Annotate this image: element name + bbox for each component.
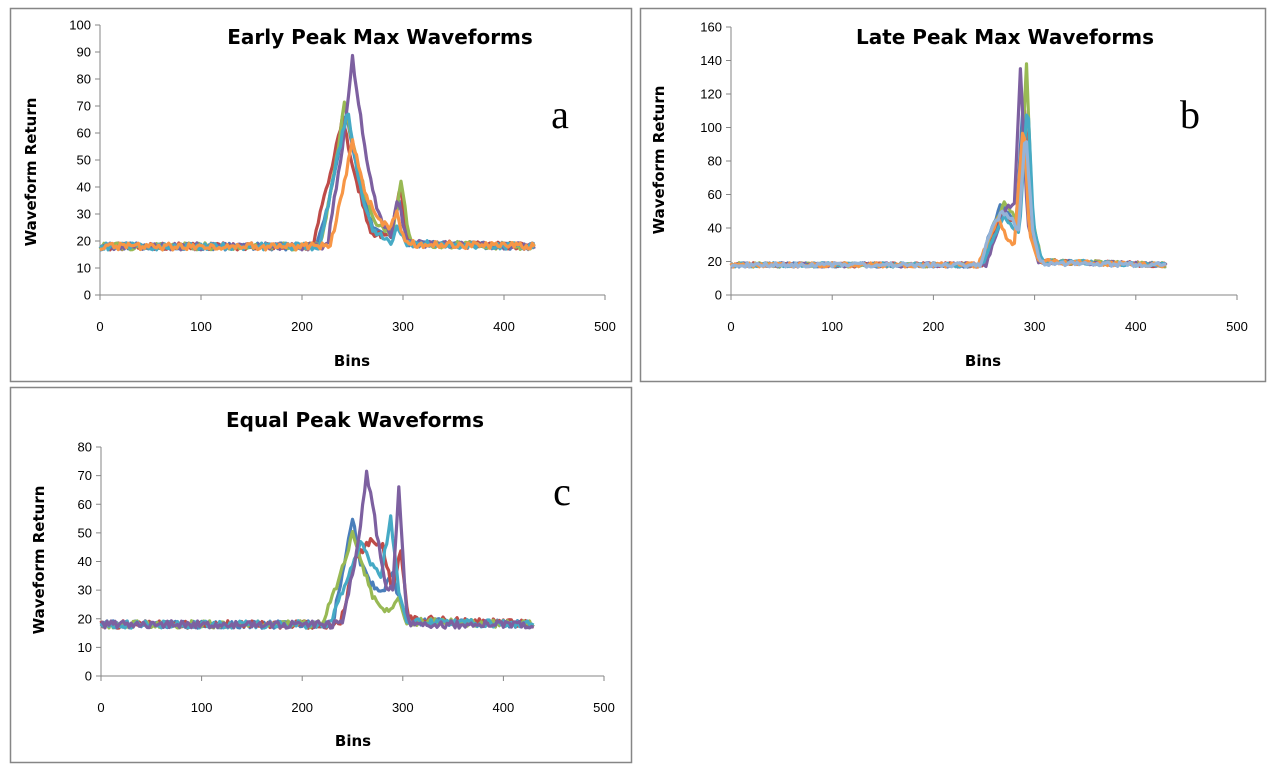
x-tick-label: 500 — [593, 700, 615, 715]
y-tick-label: 20 — [77, 234, 91, 249]
y-tick-label: 120 — [700, 87, 722, 102]
x-tick-label: 300 — [1024, 319, 1046, 334]
y-tick-label: 90 — [77, 45, 91, 60]
y-tick-label: 20 — [78, 611, 92, 626]
x-tick-label: 0 — [727, 319, 734, 334]
y-tick-label: 70 — [78, 468, 92, 483]
y-tick-label: 140 — [700, 53, 722, 68]
y-tick-label: 10 — [77, 261, 91, 276]
y-tick-label: 0 — [715, 288, 722, 303]
y-axis-title: Waveform Return — [30, 486, 48, 635]
series-line-purple — [100, 469, 535, 630]
x-tick-label: 100 — [190, 319, 212, 334]
y-tick-label: 30 — [77, 207, 91, 222]
x-tick-label: 300 — [392, 700, 414, 715]
chart-title: Late Peak Max Waveforms — [856, 25, 1154, 49]
chart-title: Equal Peak Waveforms — [226, 408, 484, 432]
y-tick-label: 100 — [69, 18, 91, 33]
x-tick-label: 100 — [821, 319, 843, 334]
chart-border — [9, 386, 633, 764]
y-tick-label: 30 — [78, 583, 92, 598]
y-tick-label: 100 — [700, 120, 722, 135]
y-tick-label: 70 — [77, 99, 91, 114]
y-tick-label: 60 — [708, 187, 722, 202]
y-axis-title: Waveform Return — [650, 86, 668, 235]
x-axis-title: Bins — [335, 732, 371, 750]
panel-label: b — [1180, 92, 1200, 137]
y-tick-label: 0 — [85, 669, 92, 684]
y-tick-label: 20 — [708, 254, 722, 269]
panel-label: c — [553, 469, 571, 514]
chart-panel-c: 0 10 20 30 40 50 60 70 80 0 100 200 300 400 500 Equal P… — [9, 386, 633, 764]
x-tick-label: 0 — [96, 319, 103, 334]
x-tick-label: 200 — [291, 700, 313, 715]
x-tick-label: 300 — [392, 319, 414, 334]
x-axis-title: Bins — [965, 352, 1001, 370]
x-tick-label: 0 — [97, 700, 104, 715]
y-axis-title: Waveform Return — [22, 98, 40, 247]
series-line-light-blue — [730, 140, 1167, 269]
y-tick-label: 40 — [77, 180, 91, 195]
chart-title: Early Peak Max Waveforms — [227, 25, 533, 49]
x-axis-title: Bins — [334, 352, 370, 370]
x-tick-label: 400 — [493, 700, 515, 715]
y-tick-label: 50 — [77, 153, 91, 168]
x-tick-label: 400 — [493, 319, 515, 334]
y-tick-label: 160 — [700, 20, 722, 35]
y-tick-label: 40 — [708, 221, 722, 236]
x-tick-label: 500 — [594, 319, 616, 334]
series-line-orange — [99, 138, 536, 252]
x-tick-label: 200 — [923, 319, 945, 334]
y-tick-label: 80 — [78, 440, 92, 455]
chart-border — [9, 7, 633, 383]
y-tick-label: 80 — [708, 154, 722, 169]
y-tick-label: 10 — [78, 640, 92, 655]
y-tick-label: 0 — [84, 288, 91, 303]
panel-label: a — [551, 92, 569, 137]
y-tick-label: 50 — [78, 525, 92, 540]
y-tick-label: 60 — [78, 497, 92, 512]
chart-panel-a: 0 10 20 30 40 50 60 70 80 90 100 0 100 200 300 400 500 Ea… — [9, 7, 633, 383]
x-tick-label: 500 — [1226, 319, 1248, 334]
chart-panel-b: 0 20 40 60 80 100 120 140 160 0 100 200 300 400 500 Lat… — [639, 7, 1267, 383]
y-tick-label: 60 — [77, 126, 91, 141]
x-tick-label: 200 — [291, 319, 313, 334]
y-tick-label: 80 — [77, 72, 91, 87]
x-tick-label: 100 — [191, 700, 213, 715]
chart-border — [639, 7, 1267, 383]
y-tick-label: 40 — [78, 554, 92, 569]
x-tick-label: 400 — [1125, 319, 1147, 334]
